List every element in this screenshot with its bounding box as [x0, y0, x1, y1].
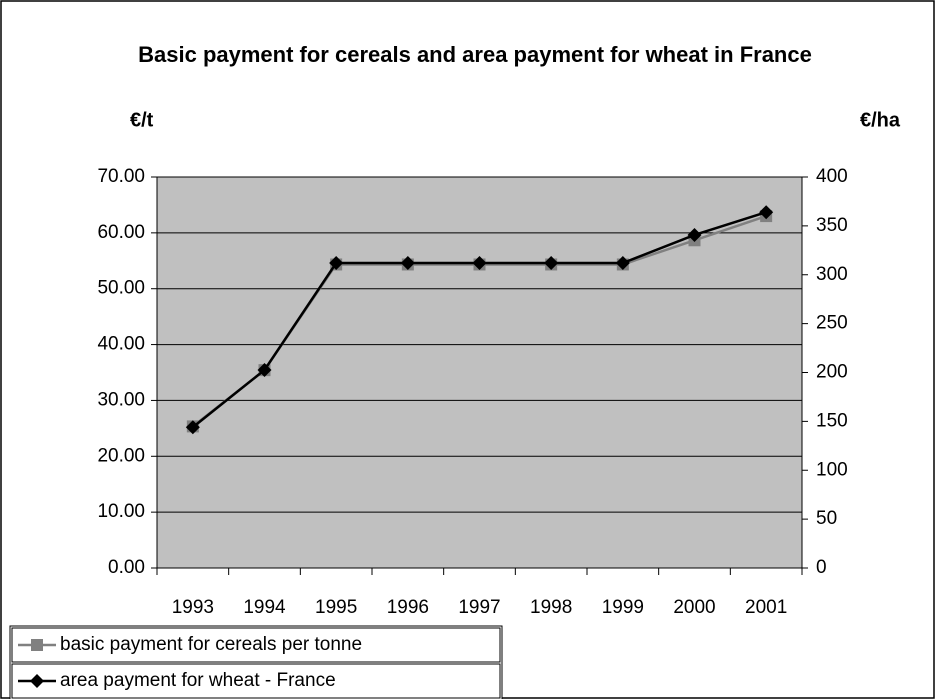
marker: [329, 256, 344, 271]
marker: [544, 256, 559, 271]
y-tick-label: 30.00: [97, 389, 145, 410]
y2-tick-label: 50: [816, 508, 837, 529]
x-tick-label: 1998: [530, 597, 572, 618]
x-tick-label: 1994: [243, 597, 286, 618]
marker: [687, 227, 702, 242]
y2-tick-label: 350: [816, 215, 848, 236]
x-tick-label: 1996: [387, 597, 429, 618]
x-tick-label: 1997: [458, 597, 500, 618]
y2-tick-label: 300: [816, 264, 848, 285]
y2-tick-label: 100: [816, 459, 848, 480]
legend-label: area payment for wheat - France: [60, 670, 336, 691]
legend-entry-box: [11, 663, 501, 699]
legend-entry-box: [11, 627, 501, 663]
y-tick-label: 0.00: [108, 557, 145, 578]
y-tick-label: 60.00: [97, 222, 145, 243]
chart-title: Basic payment for cereals and area payme…: [138, 42, 812, 67]
marker: [257, 362, 272, 377]
marker: [759, 205, 774, 220]
marker: [30, 674, 44, 688]
y-tick-label: 10.00: [97, 501, 145, 522]
y2-tick-label: 400: [816, 166, 848, 187]
x-tick-label: 1993: [172, 597, 214, 618]
y-tick-label: 20.00: [97, 445, 145, 466]
x-tick-label: 1995: [315, 597, 357, 618]
x-tick-label: 2000: [673, 597, 715, 618]
y-tick-label: 50.00: [97, 278, 145, 299]
x-tick-label: 1999: [602, 597, 644, 618]
y-tick-label: 70.00: [97, 166, 145, 187]
marker: [31, 639, 43, 651]
y2-tick-label: 250: [816, 313, 848, 334]
y-axis-label: €/t: [130, 109, 154, 131]
y2-tick-label: 150: [816, 410, 848, 431]
legend-label: basic payment for cereals per tonne: [60, 634, 362, 655]
y2-axis-label: €/ha: [860, 109, 901, 131]
y-tick-label: 40.00: [97, 334, 145, 355]
x-tick-label: 2001: [745, 597, 787, 618]
marker: [185, 420, 200, 435]
marker: [472, 256, 487, 271]
y2-tick-label: 0: [816, 557, 827, 578]
marker: [615, 256, 630, 271]
marker: [400, 256, 415, 271]
y2-tick-label: 200: [816, 362, 848, 383]
